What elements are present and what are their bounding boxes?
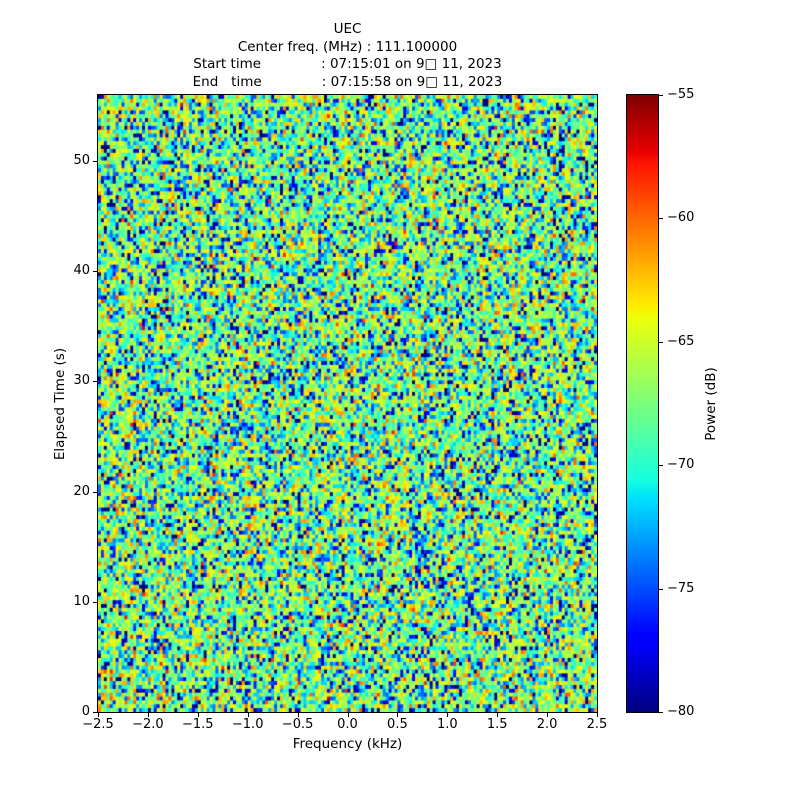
colorbar-tick-mark [659, 588, 663, 590]
y-tick-mark [93, 381, 97, 383]
x-tick-label: 0.5 [387, 717, 408, 732]
y-tick-mark [93, 271, 97, 273]
colorbar-gradient [627, 95, 658, 712]
subtitle-center-freq: Center freq. (MHz) : 111.100000 [237, 38, 458, 55]
x-tick-label: 1.0 [436, 717, 458, 732]
x-tick-label: 1.5 [486, 717, 508, 732]
y-tick-label: 10 [73, 593, 90, 609]
colorbar [626, 94, 659, 713]
colorbar-tick-mark [659, 341, 663, 343]
colorbar-tick-label: −70 [667, 457, 695, 473]
x-tick-label: −1.5 [182, 717, 214, 732]
colorbar-label: Power (dB) [703, 367, 719, 441]
x-tick-mark [347, 713, 349, 717]
x-tick-label: 0.0 [337, 717, 358, 732]
colorbar-tick-mark [659, 465, 663, 467]
colorbar-tick-mark [659, 218, 663, 220]
x-tick-label: −2.0 [132, 717, 164, 732]
x-tick-mark [397, 713, 399, 717]
y-axis-label: Elapsed Time (s) [52, 347, 68, 461]
colorbar-tick-label: −80 [667, 704, 695, 719]
title-block: UEC Center freq. (MHz) : 111.100000 Star… [98, 21, 597, 91]
x-tick-label: −1.0 [231, 717, 264, 732]
x-tick-label: −0.5 [281, 717, 314, 732]
x-tick-mark [497, 713, 499, 717]
x-tick-mark [197, 713, 199, 717]
x-tick-mark [597, 713, 598, 717]
x-tick-mark [98, 713, 99, 717]
colorbar-tick-label: −75 [667, 580, 695, 596]
colorbar-tick-mark [659, 95, 663, 96]
chart-title: UEC [333, 21, 362, 37]
x-tick-mark [547, 713, 549, 717]
colorbar-tick-label: −60 [667, 210, 695, 226]
y-tick-mark [93, 601, 97, 603]
colorbar-tick-mark [659, 712, 663, 713]
spectrogram-canvas [98, 95, 597, 712]
x-tick-mark [147, 713, 149, 717]
y-tick-label: 50 [73, 153, 90, 169]
y-tick-mark [93, 491, 97, 493]
x-tick-label: −2.5 [82, 717, 114, 732]
plot-area [97, 94, 598, 713]
y-tick-label: 0 [81, 704, 90, 719]
x-axis-label: Frequency (kHz) [292, 736, 403, 752]
y-tick-label: 30 [73, 373, 90, 389]
subtitle-start-time: Start time : 07:15:01 on 9□ 11, 2023 [193, 56, 502, 72]
x-tick-label: 2.5 [586, 717, 608, 732]
x-tick-mark [297, 713, 299, 717]
y-tick-label: 40 [73, 263, 90, 279]
y-tick-mark [93, 161, 97, 163]
x-tick-mark [447, 713, 449, 717]
y-tick-mark [93, 712, 97, 713]
colorbar-tick-label: −65 [667, 333, 695, 349]
y-tick-label: 20 [73, 483, 90, 499]
x-tick-label: 2.0 [536, 717, 558, 732]
x-tick-mark [247, 713, 249, 717]
colorbar-tick-label: −55 [667, 87, 695, 102]
subtitle-end-time: End time : 07:15:58 on 9□ 11, 2023 [192, 73, 503, 90]
